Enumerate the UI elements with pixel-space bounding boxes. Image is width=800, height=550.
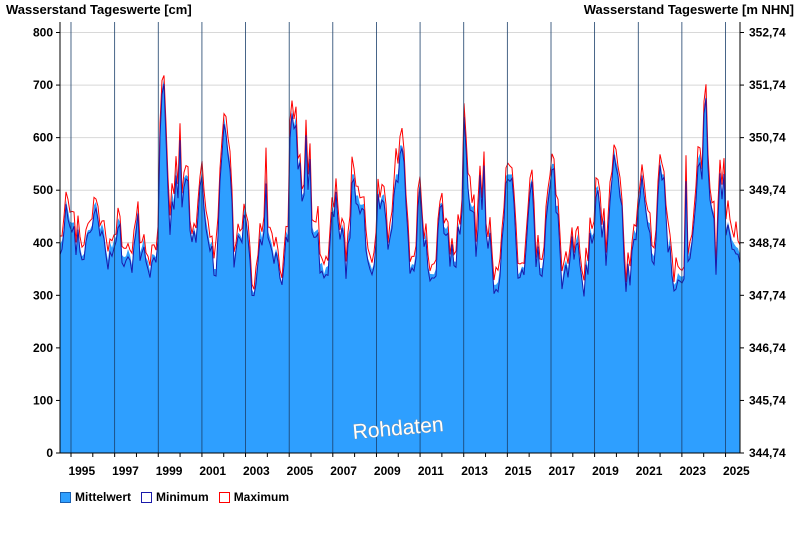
x-tick-2015: 2015	[505, 464, 532, 478]
x-tick-2005: 2005	[287, 464, 314, 478]
series-maximum-line	[60, 75, 741, 290]
legend-swatch-minimum	[141, 491, 153, 503]
y-right-tick-7: 351,74	[749, 78, 786, 92]
y-left-tick-500: 500	[33, 183, 53, 197]
legend-label-maximum: Maximum	[233, 490, 290, 504]
y-right-tick-5: 349,74	[749, 183, 786, 197]
x-tick-1995: 1995	[68, 464, 95, 478]
y-left-tick-300: 300	[33, 288, 53, 302]
legend-item-mittelwert[interactable]: Mittelwert	[60, 490, 131, 504]
legend-swatch-maximum	[218, 491, 230, 503]
series-minimum-line	[59, 83, 741, 297]
x-tick-2021: 2021	[636, 464, 663, 478]
y-left-tick-100: 100	[33, 393, 53, 407]
legend-label-mittelwert: Mittelwert	[75, 490, 132, 504]
y-right-tick-0: 344,74	[749, 446, 786, 460]
legend-swatch-mittelwert	[60, 491, 71, 503]
x-tick-2011: 2011	[418, 464, 444, 478]
axes	[56, 22, 744, 457]
y-right-tick-6: 350,74	[749, 131, 786, 145]
x-tick-1999: 1999	[156, 464, 183, 478]
y-left-tick-800: 800	[33, 26, 53, 40]
series-layer	[59, 75, 741, 454]
y-right-tick-4: 348,74	[749, 236, 786, 250]
legend: Mittelwert Minimum Maximum	[60, 490, 289, 504]
y-right-tick-1: 345,74	[749, 393, 786, 407]
x-tick-2007: 2007	[330, 464, 357, 478]
x-tick-2001: 2001	[199, 464, 226, 478]
y-right-tick-8: 352,74	[749, 26, 786, 40]
y-right-tick-3: 347,74	[749, 288, 786, 302]
year-separator-lines	[70, 22, 726, 453]
y-axis-right-title: Wasserstand Tageswerte [m NHN]	[584, 2, 794, 17]
y-left-tick-700: 700	[33, 78, 53, 92]
x-tick-1997: 1997	[112, 464, 139, 478]
x-tick-2009: 2009	[374, 464, 401, 478]
legend-label-minimum: Minimum	[156, 490, 209, 504]
y-right-tick-2: 346,74	[749, 341, 786, 355]
y-left-tick-200: 200	[33, 341, 53, 355]
x-tick-2003: 2003	[243, 464, 270, 478]
y-left-tick-600: 600	[33, 131, 53, 145]
x-tick-2017: 2017	[548, 464, 575, 478]
legend-item-minimum[interactable]: Minimum	[141, 490, 209, 504]
x-tick-2023: 2023	[679, 464, 706, 478]
y-axis-left-title: Wasserstand Tageswerte [cm]	[6, 2, 192, 17]
y-left-tick-400: 400	[33, 236, 53, 250]
x-tick-2019: 2019	[592, 464, 619, 478]
tick-labels: 1995 1997 1999 2001 2003 2005 2007 2009 2011 2013…	[33, 26, 786, 478]
x-tick-2013: 2013	[461, 464, 488, 478]
y-left-tick-0: 0	[46, 446, 53, 460]
x-tick-2025: 2025	[723, 464, 750, 478]
legend-item-maximum[interactable]: Maximum	[218, 490, 290, 504]
